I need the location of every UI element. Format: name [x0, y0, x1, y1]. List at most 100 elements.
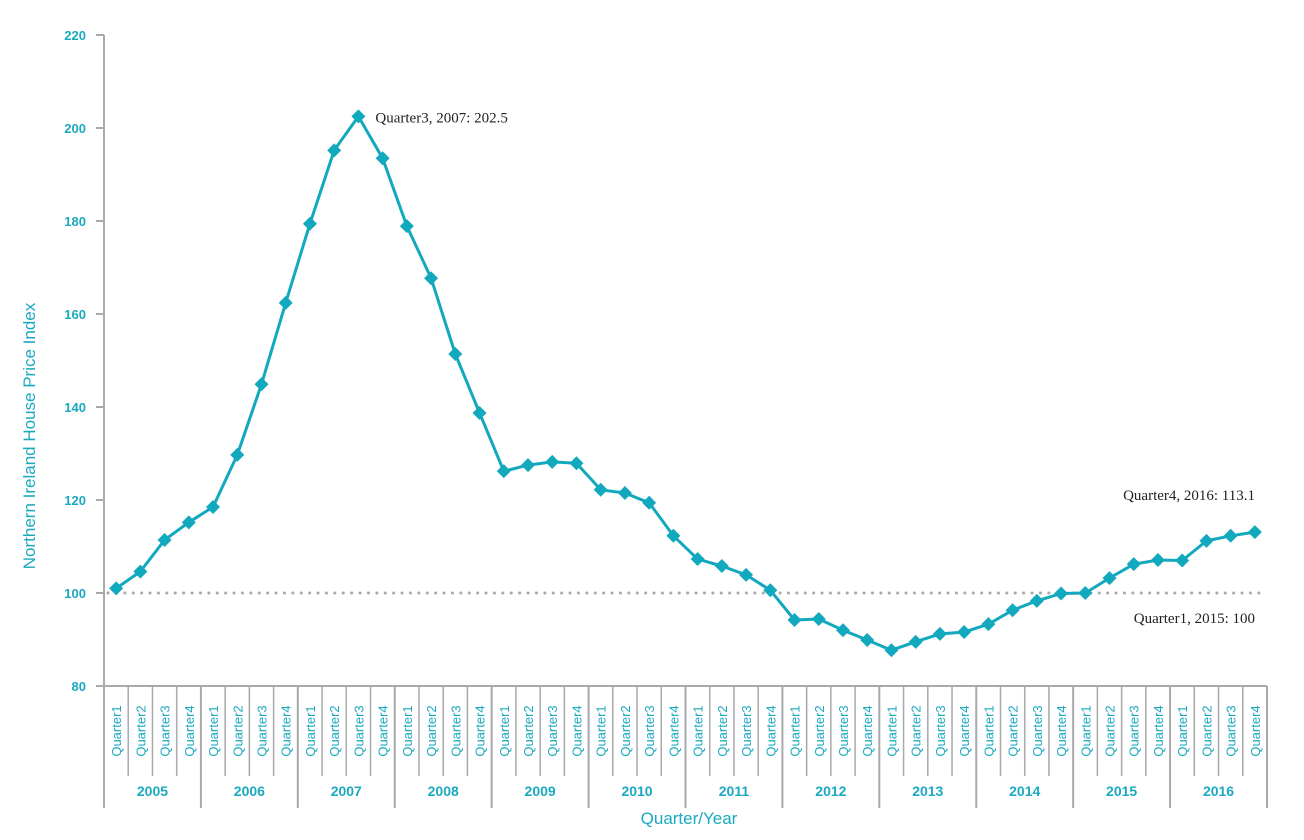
x-tick-label-quarter: Quarter1: [884, 705, 899, 756]
data-point-marker: [1005, 603, 1020, 618]
data-point-marker: [884, 643, 899, 658]
y-axis: 80 100 120 140 160 180 200 220: [64, 28, 105, 808]
x-tick-label-quarter: Quarter4: [666, 705, 681, 756]
x-tick-label-quarter: Quarter4: [473, 705, 488, 756]
data-point-marker: [521, 458, 536, 473]
y-tick-label: 160: [64, 307, 86, 322]
data-point-marker: [835, 623, 850, 638]
x-tick-label-quarter: Quarter2: [715, 705, 730, 756]
x-tick-label-quarter: Quarter1: [981, 705, 996, 756]
data-point-marker: [1199, 533, 1214, 548]
x-tick-label-quarter: Quarter1: [497, 705, 512, 756]
data-point-marker: [1102, 571, 1117, 586]
data-point-marker: [424, 271, 439, 286]
x-tick-label-quarter: Quarter4: [182, 705, 197, 756]
data-point-marker: [860, 632, 875, 647]
data-annotation: Quarter3, 2007: 202.5: [375, 110, 507, 126]
x-tick-label-year: 2008: [428, 783, 459, 799]
data-point-marker: [375, 151, 390, 166]
x-tick-label-quarter: Quarter1: [109, 705, 124, 756]
data-point-marker: [666, 528, 681, 543]
data-point-marker: [327, 143, 342, 158]
x-tick-label-quarter: Quarter1: [1078, 705, 1093, 756]
data-point-marker: [230, 447, 245, 462]
data-point-marker: [278, 295, 293, 310]
data-point-marker: [545, 454, 560, 469]
x-tick-label-year: 2011: [719, 783, 750, 799]
data-point-marker: [739, 567, 754, 582]
x-axis-title: Quarter/Year: [641, 809, 738, 828]
x-tick-label-quarter: Quarter2: [1006, 705, 1021, 756]
x-tick-label-quarter: Quarter3: [254, 705, 269, 756]
x-tick-label-quarter: Quarter4: [1151, 705, 1166, 756]
x-tick-label-quarter: Quarter2: [521, 705, 536, 756]
data-point-marker: [1054, 586, 1069, 601]
y-tick-label: 220: [64, 28, 86, 43]
data-point-marker: [569, 456, 584, 471]
data-point-marker: [133, 564, 148, 579]
x-tick-label-quarter: Quarter3: [642, 705, 657, 756]
data-point-marker: [690, 552, 705, 567]
x-tick-label-quarter: Quarter4: [279, 705, 294, 756]
data-point-marker: [617, 486, 632, 501]
x-tick-label-quarter: Quarter3: [158, 705, 173, 756]
x-tick-label-quarter: Quarter1: [788, 705, 803, 756]
data-point-marker: [496, 464, 511, 479]
x-axis: Quarter1 Quarter2 Quarter3 Quarter4 2005 Quar…: [103, 685, 1268, 808]
data-point-marker: [302, 216, 317, 231]
x-tick-label-quarter: Quarter3: [545, 705, 560, 756]
series-group: [109, 109, 1262, 658]
x-tick-label-quarter: Quarter3: [351, 705, 366, 756]
data-point-marker: [763, 583, 778, 598]
x-tick-label-year: 2009: [525, 783, 556, 799]
x-tick-label-quarter: Quarter3: [739, 705, 754, 756]
data-point-marker: [642, 495, 657, 510]
data-point-marker: [448, 346, 463, 361]
x-tick-label-quarter: Quarter2: [618, 705, 633, 756]
x-tick-label-quarter: Quarter2: [909, 705, 924, 756]
x-tick-label-quarter: Quarter2: [1103, 705, 1118, 756]
data-annotation: Quarter4, 2016: 113.1: [1123, 488, 1255, 504]
x-tick-label-quarter: Quarter3: [448, 705, 463, 756]
x-tick-label-year: 2014: [1009, 783, 1040, 799]
x-tick-label-quarter: Quarter2: [327, 705, 342, 756]
data-point-marker: [206, 499, 221, 514]
annotations-group: Quarter3, 2007: 202.5 Quarter4, 2016: 113…: [375, 110, 1255, 627]
x-tick-label-quarter: Quarter4: [569, 705, 584, 756]
data-point-marker: [908, 634, 923, 649]
x-tick-label-year: 2015: [1106, 783, 1137, 799]
data-point-marker: [254, 377, 269, 392]
x-tick-label-quarter: Quarter2: [812, 705, 827, 756]
x-tick-label-quarter: Quarter1: [1175, 705, 1190, 756]
x-tick-label-quarter: Quarter1: [303, 705, 318, 756]
data-point-marker: [472, 406, 487, 421]
data-point-marker: [593, 482, 608, 497]
data-point-marker: [1126, 557, 1141, 572]
y-tick-label: 80: [72, 679, 86, 694]
x-tick-label-quarter: Quarter4: [957, 705, 972, 756]
y-tick-label: 140: [64, 400, 86, 415]
data-point-marker: [351, 109, 366, 124]
x-tick-label-year: 2012: [815, 783, 846, 799]
data-point-marker: [981, 617, 996, 632]
x-tick-label-quarter: Quarter4: [1054, 705, 1069, 756]
x-tick-label-quarter: Quarter2: [133, 705, 148, 756]
data-point-marker: [1223, 528, 1238, 543]
x-tick-label-quarter: Quarter1: [400, 705, 415, 756]
x-tick-label-quarter: Quarter3: [1224, 705, 1239, 756]
data-point-marker: [957, 625, 972, 640]
x-tick-label-year: 2005: [137, 783, 168, 799]
y-tick-label: 200: [64, 121, 86, 136]
x-tick-label-year: 2013: [912, 783, 943, 799]
data-point-marker: [1175, 553, 1190, 568]
data-point-marker: [399, 219, 414, 234]
x-tick-label-quarter: Quarter1: [691, 705, 706, 756]
x-tick-label-quarter: Quarter2: [1199, 705, 1214, 756]
x-tick-label-quarter: Quarter3: [1127, 705, 1142, 756]
data-point-marker: [1078, 586, 1093, 600]
x-tick-label-quarter: Quarter4: [860, 705, 875, 756]
x-tick-label-year: 2016: [1203, 783, 1234, 799]
x-tick-label-quarter: Quarter3: [1030, 705, 1045, 756]
x-tick-label-quarter: Quarter3: [933, 705, 948, 756]
